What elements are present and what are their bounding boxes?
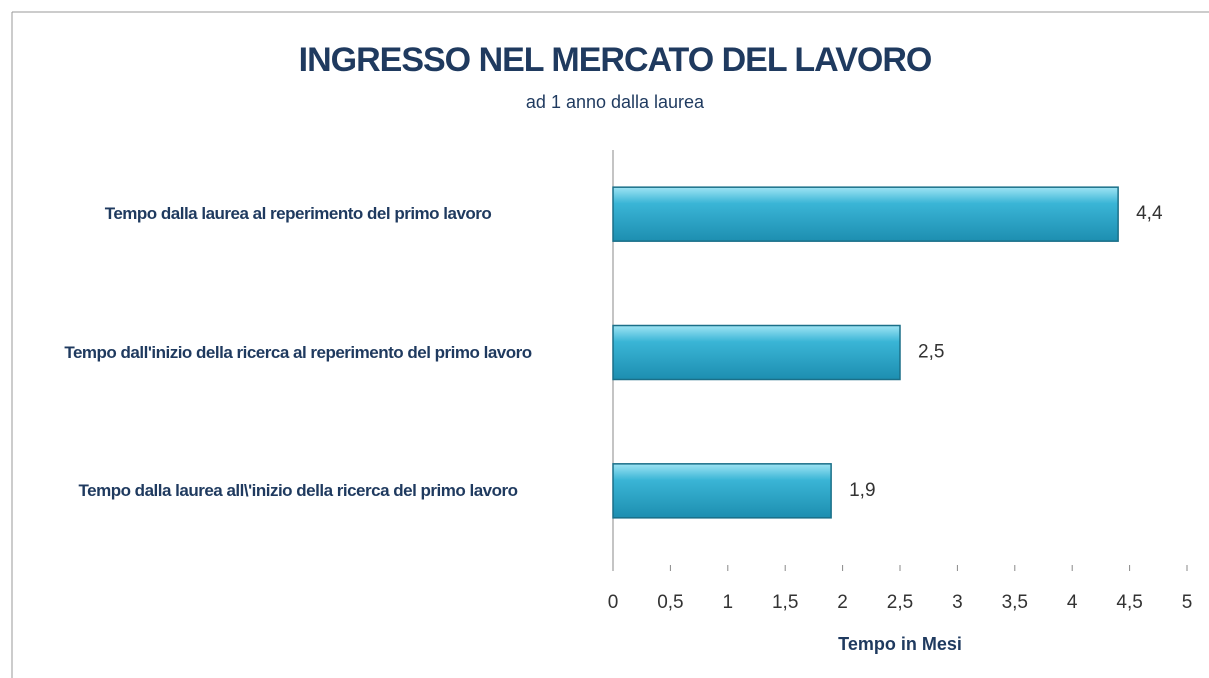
x-tick-label: 0: [608, 592, 619, 613]
bar: [612, 463, 832, 519]
x-tick-label: 3,5: [1002, 592, 1028, 613]
x-tick-label: 3: [952, 592, 963, 613]
x-tick-label: 4: [1067, 592, 1078, 613]
x-tick-label: 1,5: [772, 592, 798, 613]
x-axis-title: Tempo in Mesi: [838, 634, 962, 654]
y-tick-label: Tempo dalla laurea all\'inizio della ric…: [78, 480, 519, 500]
bar: [612, 324, 901, 381]
x-tick-label: 2,5: [887, 592, 913, 613]
y-tick-label: Tempo dalla laurea al reperimento del pr…: [104, 204, 492, 224]
x-tick-label: 0,5: [657, 592, 683, 613]
value-label: 4,4: [1136, 203, 1163, 224]
value-label: 1,9: [849, 480, 875, 501]
x-tick-label: 2: [837, 592, 848, 613]
y-tick-label: Tempo dall'inizio della ricerca al reper…: [64, 342, 532, 362]
chart-subtitle: ad 1 anno dalla laurea: [526, 92, 705, 112]
value-label: 2,5: [918, 342, 944, 363]
chart-title: INGRESSO NEL MERCATO DEL LAVORO: [299, 41, 932, 79]
x-tick-label: 5: [1182, 592, 1193, 613]
bar: [612, 186, 1119, 242]
x-tick-label: 4,5: [1116, 592, 1142, 613]
x-tick-label: 1: [723, 592, 734, 613]
